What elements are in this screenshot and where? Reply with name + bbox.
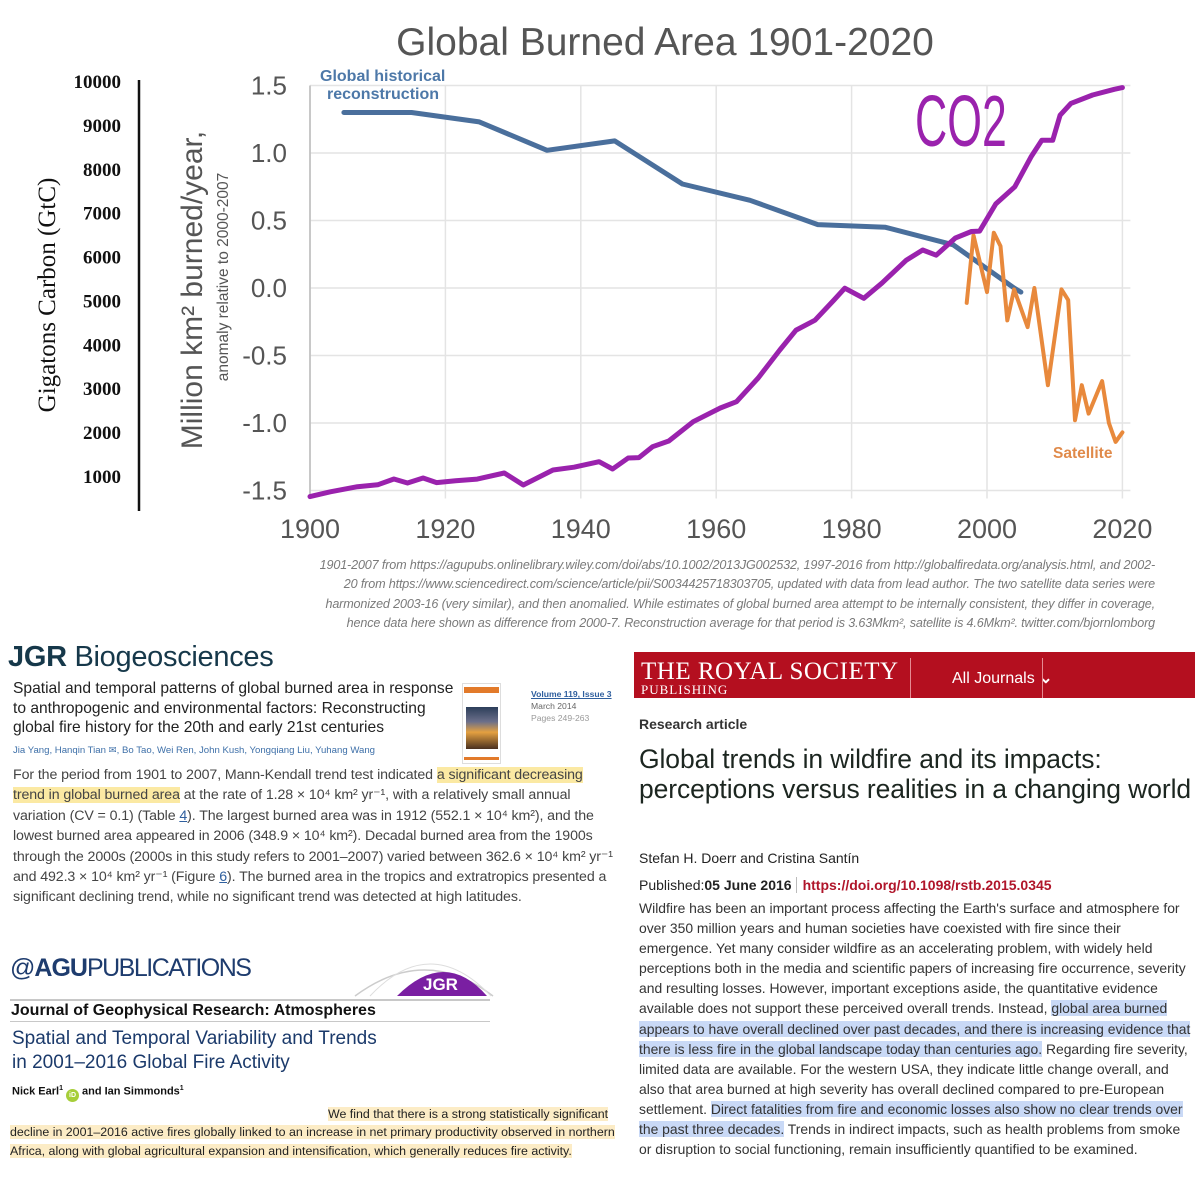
gtc-tick-label: 8000 <box>83 160 121 181</box>
divider <box>10 999 490 1001</box>
royal-society-header: THE ROYAL SOCIETY PUBLISHING All Journal… <box>634 652 1195 698</box>
axis-ticks: 1.5 1.0 0.5 0.0 -0.5 -1.0 -1.5 1900 1920 1940 1960… <box>74 71 1153 545</box>
all-journals-menu[interactable]: All Journals ⌄ <box>952 670 1053 687</box>
caption-line: 1901-2007 from https://agupubs.onlinelib… <box>319 558 1156 572</box>
co2-label: CO2 <box>915 81 1007 162</box>
reconstruction-label-1: Global historical <box>320 68 445 85</box>
agu-publications-logo: @AGUPUBLICATIONS <box>10 954 252 982</box>
paragraph-text: For the period from 1901 to 2007, Mann-K… <box>13 767 437 783</box>
y-tick-label: 1.0 <box>251 138 287 168</box>
x-tick-label: 1940 <box>551 514 611 544</box>
jgr-biogeosciences-logo: JGR Biogeosciences <box>8 641 274 673</box>
royal-society-logo-sub: PUBLISHING <box>641 682 729 697</box>
reference-link[interactable]: 6 <box>219 869 228 886</box>
divider <box>1042 658 1043 698</box>
chart-grid <box>309 84 1131 499</box>
paragraph-text: Regarding fire severity, limited data ar… <box>639 1040 1188 1117</box>
royal-society-logo[interactable]: THE ROYAL SOCIETY <box>641 658 899 685</box>
royal-article-title: Global trends in wildfire and its impact… <box>639 744 1191 804</box>
orcid-icon[interactable]: iD <box>66 1088 79 1102</box>
paragraph-text: Trends in indirect impacts, such as heal… <box>639 1121 1181 1158</box>
global-historical-reconstruction-line <box>341 110 1024 295</box>
jgr-badge: JGR <box>354 963 494 997</box>
satellite-label: Satellite <box>1053 445 1113 462</box>
x-tick-label: 1980 <box>822 514 882 544</box>
agu-abstract-excerpt: We find that there is a strong statistic… <box>10 1107 615 1158</box>
gtc-tick-label: 7000 <box>83 204 121 225</box>
x-tick-label: 1920 <box>415 514 475 544</box>
published-info: Published:05 June 2016 https://doi.org/10… <box>639 877 1052 893</box>
issue-date: March 2014 <box>531 700 577 711</box>
jgr-article-title[interactable]: Spatial and temporal patterns of global … <box>13 680 454 736</box>
divider <box>10 1021 490 1022</box>
chart-caption: 1901-2007 from https://agupubs.onlinelib… <box>150 556 1156 633</box>
y-tick-label: -1.0 <box>242 408 287 438</box>
paragraph-text: ). The largest burned area was in 1912 (… <box>13 807 613 886</box>
chart-title: Global Burned Area 1901-2020 <box>396 21 934 64</box>
jgr-authors[interactable]: Jia Yang, Hanqin Tian ✉, Bo Tao, Wei Ren… <box>13 745 376 756</box>
y-tick-label: 1.5 <box>251 71 287 101</box>
journal-cover-image[interactable] <box>462 683 501 764</box>
y-tick-label: -1.5 <box>242 476 287 506</box>
volume-link[interactable]: Volume 119, Issue 3 <box>531 689 612 699</box>
co2-line <box>307 85 1125 500</box>
x-tick-label: 1900 <box>280 514 340 544</box>
royal-authors[interactable]: Stefan H. Doerr and Cristina Santín <box>639 850 860 866</box>
x-tick-label: 2000 <box>957 514 1017 544</box>
gtc-tick-label: 3000 <box>83 379 121 400</box>
y-tick-label: 0.0 <box>251 273 287 303</box>
caption-line: 20 from https://www.sciencedirect.com/sc… <box>343 577 1155 592</box>
journal-name: Journal of Geophysical Research: Atmosph… <box>11 1002 376 1019</box>
reference-link[interactable]: 4 <box>179 807 188 824</box>
agu-article-title[interactable]: Spatial and Temporal Variability and Tre… <box>12 1028 377 1073</box>
paragraph-text: at the rate of 1.28 × 10⁴ km² yr⁻¹, with… <box>13 787 571 824</box>
series-lines <box>307 85 1125 500</box>
jgr-badge-text: JGR <box>423 975 458 994</box>
y-tick-label: 0.5 <box>251 206 287 236</box>
reconstruction-label-2: reconstruction <box>327 86 439 103</box>
gtc-tick-label: 9000 <box>83 116 121 137</box>
caption-line: harmonized 2003-16 (very similar), and t… <box>325 596 1155 611</box>
caption-line: hence data here shown as difference from… <box>346 615 1156 630</box>
gtc-tick-label: 2000 <box>83 423 121 444</box>
burned-area-chart: Global Burned Area 1901-2020 Gigatons Ca… <box>34 21 1153 545</box>
article-type: Research article <box>639 716 748 732</box>
doi-link[interactable]: https://doi.org/10.1098/rstb.2015.0345 <box>795 877 1052 893</box>
satellite-line <box>964 230 1125 444</box>
gtc-tick-label: 5000 <box>83 291 121 312</box>
divider <box>910 658 911 698</box>
y-axis-sublabel: anomaly relative to 2000-2007 <box>215 173 232 382</box>
gtc-tick-label: 4000 <box>83 335 121 356</box>
gtc-axis-label: Gigatons Carbon (GtC) <box>34 178 61 413</box>
gtc-tick-label: 10000 <box>74 72 122 93</box>
x-tick-label: 2020 <box>1092 514 1152 544</box>
issue-pages: Pages 249-263 <box>531 712 590 723</box>
gtc-tick-label: 1000 <box>83 467 121 488</box>
y-axis-label: Million km² burned/year, <box>176 131 209 449</box>
gtc-tick-label: 6000 <box>83 248 121 269</box>
issue-info: Volume 119, Issue 3 March 2014 Pages 249… <box>531 689 612 724</box>
paragraph-text: ). The burned area in the tropics and ex… <box>13 869 607 906</box>
agu-authors: Nick Earl1iD and Ian Simmonds1 <box>12 1085 184 1102</box>
y-tick-label: -0.5 <box>242 341 287 371</box>
royal-abstract: Wildfire has been an important process a… <box>639 898 1195 1159</box>
x-tick-label: 1960 <box>686 514 746 544</box>
paragraph-text: Wildfire has been an important process a… <box>639 900 1186 1017</box>
jgr-paragraph: For the period from 1901 to 2007, Mann-K… <box>13 765 613 908</box>
